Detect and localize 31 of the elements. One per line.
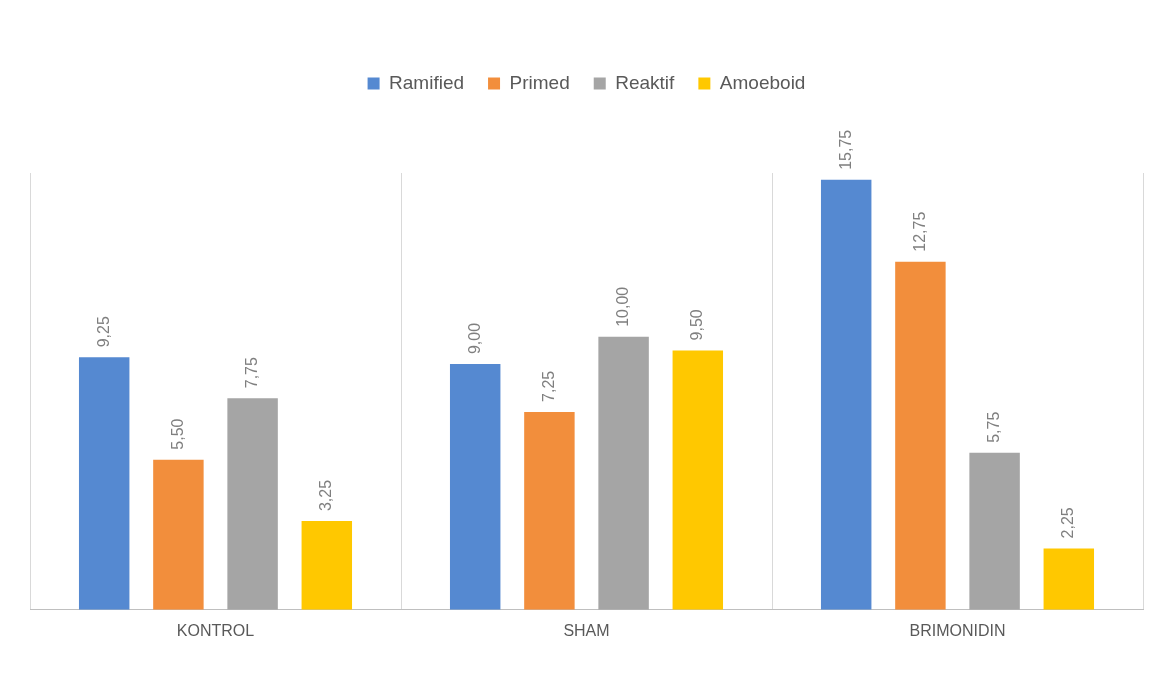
data-label: 5,75 xyxy=(985,411,1003,443)
bar xyxy=(227,398,278,610)
legend-label: Amoeboid xyxy=(719,71,806,93)
bar xyxy=(524,411,575,610)
bar xyxy=(78,357,130,610)
bar xyxy=(153,459,204,610)
bar xyxy=(301,521,353,610)
bar xyxy=(598,336,649,610)
data-label: 7,25 xyxy=(539,370,557,402)
bar xyxy=(820,179,872,610)
data-label: 12,75 xyxy=(910,211,928,252)
x-tick-label: SHAM xyxy=(563,621,610,639)
bar xyxy=(895,261,946,610)
legend-label: Primed xyxy=(509,71,570,93)
data-label: 3,25 xyxy=(317,479,335,512)
data-label: 9,25 xyxy=(94,316,112,348)
data-label: 7,75 xyxy=(243,356,261,389)
x-tick-label: BRIMONIDIN xyxy=(909,621,1006,639)
data-label: 15,75 xyxy=(836,129,854,170)
data-label: 9,50 xyxy=(688,309,706,341)
x-tick-label: KONTROL xyxy=(176,621,255,639)
bar xyxy=(449,364,501,610)
data-label: 5,50 xyxy=(168,418,186,450)
bar xyxy=(672,350,724,610)
data-label: 9,00 xyxy=(465,322,483,355)
legend-label: Reaktif xyxy=(615,71,676,93)
data-label: 2,25 xyxy=(1059,507,1077,539)
data-label: 10,00 xyxy=(614,286,632,327)
legend-label: Ramified xyxy=(389,71,465,93)
bar xyxy=(1043,548,1095,610)
bar xyxy=(969,452,1020,610)
